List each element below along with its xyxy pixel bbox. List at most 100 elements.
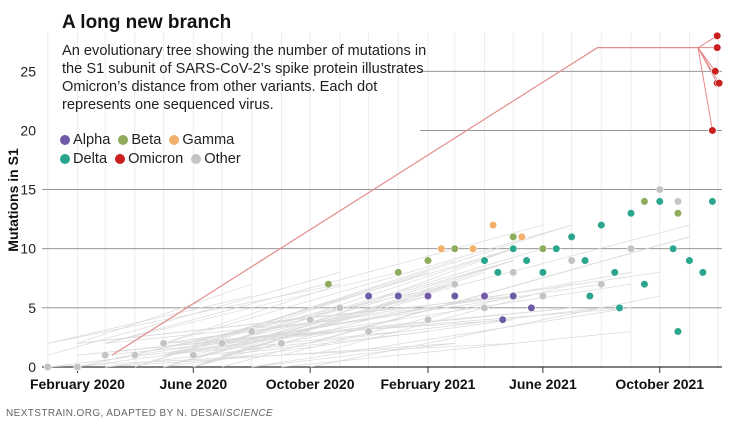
data-point-beta <box>538 244 548 253</box>
data-point-delta <box>610 268 619 277</box>
data-point-beta <box>450 244 459 253</box>
data-point-omicron <box>713 43 722 52</box>
data-point-beta <box>324 280 333 289</box>
legend-item-omicron: Omicron <box>115 150 183 169</box>
tree-branch-line <box>193 307 632 344</box>
data-point-other <box>217 339 227 348</box>
legend-item-gamma: Gamma <box>169 131 234 150</box>
tree-branch-line <box>310 283 572 356</box>
data-point-other <box>673 197 683 206</box>
x-tick-label: June 2020 <box>159 376 227 392</box>
data-point-other <box>73 362 82 372</box>
y-axis-label: Mutations in S1 <box>5 148 21 252</box>
legend-swatch-omicron <box>115 154 126 164</box>
y-tick-label: 15 <box>20 182 36 198</box>
data-point-other <box>247 327 256 336</box>
data-point-other <box>159 339 168 348</box>
data-point-other <box>509 268 518 277</box>
tree-branch-line <box>105 272 399 344</box>
legend-label-alpha: Alpha <box>73 132 111 148</box>
tree-branch-line <box>105 342 455 368</box>
data-point-delta <box>493 268 502 277</box>
data-point-delta <box>673 327 683 336</box>
tree-branch-line <box>47 331 340 368</box>
data-point-beta <box>673 209 683 218</box>
data-point-omicron <box>711 67 720 76</box>
legend-item-beta: Beta <box>118 131 161 150</box>
omicron-branch-line <box>111 47 699 356</box>
tree-branch-line <box>310 295 660 368</box>
data-point-alpha <box>394 291 403 301</box>
data-point-delta <box>655 197 664 206</box>
data-point-delta <box>538 268 548 277</box>
data-point-alpha <box>480 291 489 301</box>
omicron-sub-branch <box>697 47 713 131</box>
legend-label-other: Other <box>204 151 241 167</box>
data-point-alpha <box>509 291 518 301</box>
tree-branch-line <box>47 272 340 356</box>
legend-swatch-delta <box>60 154 70 164</box>
legend-item-alpha: Alpha <box>60 131 110 150</box>
legend-item-other: Other <box>191 150 241 169</box>
tree-branch-line <box>163 272 632 356</box>
data-point-delta <box>522 256 531 265</box>
tree-branch-line <box>281 331 632 368</box>
data-point-beta <box>640 197 649 206</box>
tree-branch-line <box>47 295 252 344</box>
tree-branch-line <box>163 272 660 344</box>
legend-swatch-other <box>191 154 202 164</box>
y-tick-label: 20 <box>20 122 36 138</box>
tree-branch-line <box>163 295 429 356</box>
data-point-other <box>306 315 315 324</box>
credit-publication: SCIENCE <box>225 408 274 419</box>
tree-branch-line <box>193 248 514 344</box>
data-point-delta <box>585 291 594 301</box>
y-tick-label: 5 <box>28 300 36 316</box>
y-tick-label: 25 <box>20 63 36 79</box>
data-point-delta <box>580 256 590 265</box>
tree-branch-line <box>134 307 311 368</box>
data-point-delta <box>640 280 649 289</box>
data-point-omicron <box>713 31 722 40</box>
data-point-alpha <box>527 303 536 312</box>
data-point-delta <box>626 209 636 218</box>
tree-branch-line <box>77 283 252 344</box>
tree-branch-line <box>251 342 455 368</box>
data-point-other <box>626 244 636 253</box>
legend-label-beta: Beta <box>131 132 162 148</box>
data-point-delta <box>567 232 576 241</box>
legend-label-omicron: Omicron <box>128 151 184 167</box>
x-tick-label: October 2020 <box>266 376 355 392</box>
chart-legend: Alpha Beta Gamma Delta Omicron Other <box>60 131 280 169</box>
data-point-omicron <box>715 79 724 88</box>
data-point-gamma <box>437 244 446 253</box>
data-point-alpha <box>423 291 433 301</box>
data-point-beta <box>423 256 433 265</box>
omicron-sub-branch <box>697 47 720 84</box>
data-point-other <box>364 327 373 336</box>
data-point-other <box>567 256 576 265</box>
data-point-delta <box>552 244 561 253</box>
data-point-other <box>480 303 489 312</box>
data-point-alpha <box>498 315 507 324</box>
legend-swatch-alpha <box>60 135 70 145</box>
data-point-other <box>423 315 433 324</box>
data-point-other <box>655 185 664 194</box>
data-point-omicron <box>708 126 717 135</box>
tree-branch-line <box>163 283 455 368</box>
tree-branch-line <box>193 260 514 368</box>
legend-label-delta: Delta <box>73 151 108 167</box>
data-point-other <box>43 362 52 372</box>
data-point-other <box>335 303 344 312</box>
legend-label-gamma: Gamma <box>182 132 235 148</box>
tree-branch-line <box>221 236 690 368</box>
tree-branch-line <box>105 307 602 368</box>
data-point-gamma <box>517 232 526 241</box>
data-point-gamma <box>488 220 498 230</box>
chart-subtitle: An evolutionary tree showing the number … <box>62 43 427 113</box>
data-point-delta <box>509 244 518 253</box>
data-point-delta <box>669 244 678 253</box>
x-tick-label: October 2021 <box>615 376 704 392</box>
x-tick-label: February 2021 <box>380 376 475 392</box>
